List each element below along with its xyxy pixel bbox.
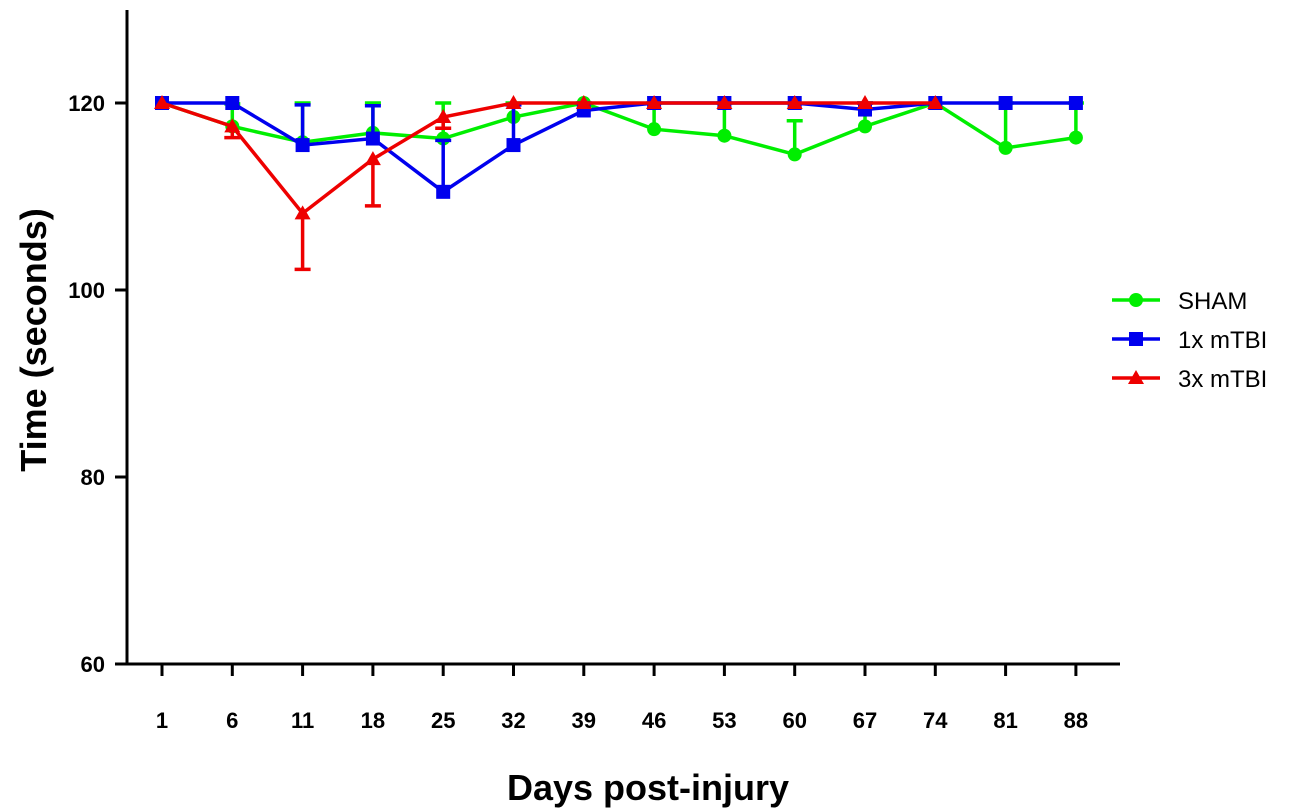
y-tick-label: 120	[68, 91, 105, 116]
x-tick-label: 6	[226, 708, 238, 733]
data-point	[857, 95, 873, 109]
x-tick-label: 67	[853, 708, 877, 733]
data-point	[1068, 130, 1083, 145]
x-tick-label: 11	[291, 708, 314, 733]
legend-marker	[1129, 293, 1143, 307]
data-point	[998, 140, 1013, 155]
y-tick-label: 60	[81, 652, 105, 677]
legend: SHAM 1x mTBI 3x mTBI	[1112, 288, 1267, 393]
x-tick-label: 46	[642, 708, 666, 733]
data-point	[365, 131, 380, 146]
data-point	[787, 147, 802, 162]
legend-item: SHAM	[1112, 288, 1247, 315]
legend-label: 3x mTBI	[1178, 366, 1267, 393]
data-point	[716, 95, 733, 109]
data-point	[1068, 96, 1083, 110]
series-3x-mtbi	[154, 95, 944, 272]
x-tick-label: 25	[431, 708, 455, 733]
data-point	[786, 95, 803, 109]
x-tick-label: 39	[572, 708, 596, 733]
data-point	[295, 138, 310, 153]
y-tick-label: 100	[68, 278, 105, 303]
x-tick-label: 32	[501, 708, 525, 733]
series-line	[161, 101, 936, 216]
x-tick-label: 18	[361, 708, 385, 733]
data-point	[436, 184, 451, 199]
data-point	[646, 95, 663, 109]
data-point	[435, 109, 452, 124]
y-axis-title: Time (seconds)	[13, 208, 54, 471]
data-point	[998, 96, 1013, 110]
data-point	[647, 122, 662, 137]
data-point	[858, 119, 872, 134]
axes: 60 80 100 120 1 6 11 18 25 32 39 46 53 60 67 74 81 88	[68, 10, 1120, 733]
data-point	[294, 205, 311, 220]
series-group	[154, 95, 1084, 272]
data-point	[225, 96, 240, 110]
data-point	[506, 138, 521, 153]
data-point	[717, 128, 732, 143]
legend-marker	[1128, 370, 1144, 384]
legend-label: SHAM	[1178, 288, 1247, 315]
x-axis-title: Days post-injury	[507, 767, 789, 808]
legend-label: 1x mTBI	[1178, 327, 1267, 354]
legend-marker	[1129, 332, 1143, 346]
data-point	[364, 151, 381, 166]
data-point	[505, 95, 522, 109]
data-point	[575, 95, 592, 109]
y-tick-label: 80	[81, 465, 105, 490]
data-point	[927, 95, 944, 109]
legend-item: 3x mTBI	[1112, 366, 1267, 393]
legend-item: 1x mTBI	[1112, 327, 1267, 354]
series-1x-mtbi	[155, 96, 1083, 199]
x-tick-label: 60	[782, 708, 806, 733]
x-tick-label: 53	[712, 708, 736, 733]
x-tick-label: 81	[993, 708, 1017, 733]
x-tick-label: 88	[1064, 708, 1088, 733]
data-point	[154, 95, 170, 109]
data-point	[224, 118, 241, 133]
series-line	[161, 101, 1077, 157]
x-tick-label: 74	[923, 708, 948, 733]
x-tick-label: 1	[156, 708, 168, 733]
